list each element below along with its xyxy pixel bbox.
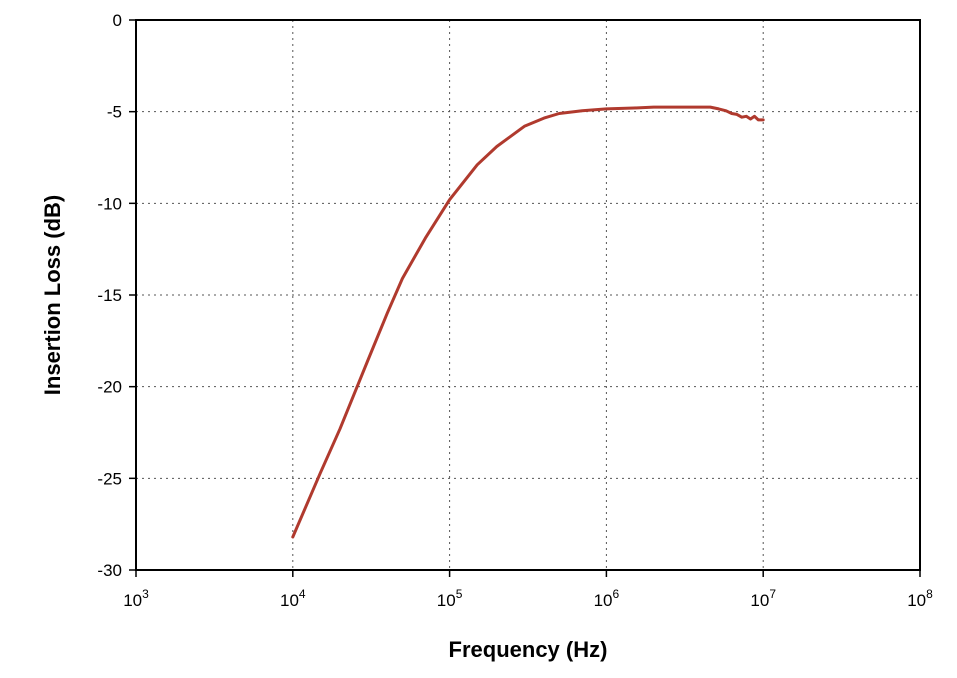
x-tick-label: 103 bbox=[123, 587, 149, 610]
x-tick-exponent: 4 bbox=[299, 587, 306, 601]
y-tick-label: -15 bbox=[97, 286, 122, 305]
y-tick-labels: 0 -5 -10 -15 -20 -25 -30 bbox=[97, 11, 122, 580]
x-tick-exponent: 3 bbox=[142, 587, 149, 601]
x-tick-label: 104 bbox=[280, 587, 306, 610]
y-tick-label: -25 bbox=[97, 469, 122, 488]
x-tick-base: 10 bbox=[907, 591, 926, 610]
x-tick-label: 107 bbox=[750, 587, 776, 610]
series-layer bbox=[291, 105, 765, 539]
x-tick-base: 10 bbox=[123, 591, 142, 610]
x-tick-exponent: 8 bbox=[926, 587, 933, 601]
x-tick-exponent: 7 bbox=[769, 587, 776, 601]
x-axis-title: Frequency (Hz) bbox=[449, 637, 608, 662]
y-tick-label: -30 bbox=[97, 561, 122, 580]
y-tick-label: -5 bbox=[107, 103, 122, 122]
y-tick-label: -20 bbox=[97, 378, 122, 397]
x-tick-label: 105 bbox=[437, 587, 463, 610]
x-tick-label: 106 bbox=[594, 587, 620, 610]
y-tick-label: 0 bbox=[113, 11, 122, 30]
y-axis-title: Insertion Loss (dB) bbox=[40, 195, 65, 395]
x-tick-labels: 103 104 105 106 107 108 bbox=[123, 587, 933, 610]
tick-marks bbox=[129, 19, 921, 577]
grid-lines bbox=[136, 20, 920, 570]
x-tick-exponent: 5 bbox=[456, 587, 463, 601]
insertion-loss-line bbox=[291, 105, 765, 539]
x-tick-base: 10 bbox=[280, 591, 299, 610]
x-tick-base: 10 bbox=[594, 591, 613, 610]
x-tick-label: 108 bbox=[907, 587, 933, 610]
x-tick-base: 10 bbox=[750, 591, 769, 610]
y-tick-label: -10 bbox=[97, 194, 122, 213]
x-tick-exponent: 6 bbox=[613, 587, 620, 601]
x-tick-base: 10 bbox=[437, 591, 456, 610]
